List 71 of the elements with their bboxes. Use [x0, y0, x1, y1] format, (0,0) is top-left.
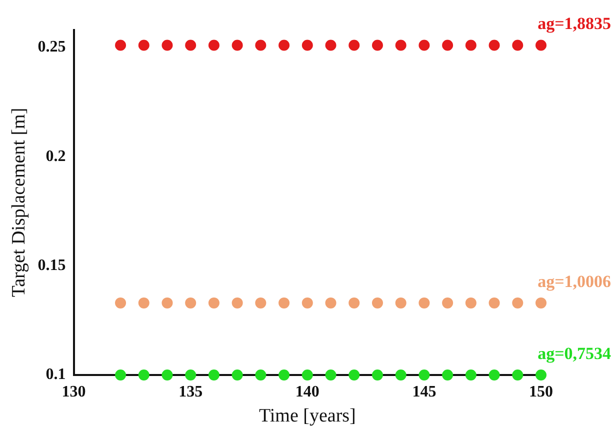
x-tick-label: 145: [412, 384, 436, 401]
point: [232, 370, 243, 380]
point: [325, 40, 336, 51]
point: [255, 370, 266, 380]
point: [512, 370, 524, 380]
x-tick-label: 150: [529, 384, 553, 401]
y-axis-title: Target Displacement [m]: [8, 108, 30, 298]
point: [255, 297, 266, 308]
series-label: ag=0,7534: [538, 344, 612, 363]
point: [536, 40, 546, 51]
point: [488, 370, 500, 380]
point: [302, 297, 313, 308]
point: [208, 297, 220, 308]
point: [395, 370, 406, 380]
point: [442, 370, 454, 380]
point: [372, 370, 383, 380]
point: [325, 370, 336, 380]
point: [512, 40, 524, 51]
point: [162, 40, 173, 51]
point: [372, 297, 383, 308]
point: [302, 40, 313, 51]
point: [325, 297, 336, 308]
point: [536, 297, 546, 308]
point: [372, 40, 383, 51]
point: [395, 297, 406, 308]
point: [442, 40, 454, 51]
point: [185, 40, 196, 51]
y-tick-label: 0.25: [38, 38, 66, 56]
point: [418, 370, 430, 380]
point: [488, 40, 500, 51]
point: [232, 297, 243, 308]
point: [348, 297, 360, 308]
point: [278, 40, 290, 51]
point: [185, 297, 196, 308]
point: [278, 370, 290, 380]
point: [162, 297, 173, 308]
point: [185, 370, 196, 380]
point: [418, 297, 430, 308]
point: [278, 297, 290, 308]
point: [115, 297, 126, 308]
point: [488, 297, 500, 308]
point: [162, 370, 173, 380]
point: [465, 297, 476, 308]
point: [255, 40, 266, 51]
y-tick-label: 0.1: [46, 366, 66, 384]
point: [465, 370, 476, 380]
point: [115, 370, 126, 380]
series-label: ag=1,0006: [538, 272, 611, 291]
point: [536, 370, 546, 380]
point: [138, 370, 150, 380]
point: [208, 370, 220, 380]
point: [208, 40, 220, 51]
point: [302, 370, 313, 380]
point: [232, 40, 243, 51]
y-tick-label: 0.15: [38, 256, 66, 274]
point: [512, 297, 524, 308]
point: [348, 40, 360, 51]
point: [442, 297, 454, 308]
x-tick-label: 130: [62, 384, 86, 401]
x-tick-label: 135: [178, 384, 203, 401]
x-axis-title: Time [years]: [258, 406, 356, 427]
point: [138, 297, 150, 308]
y-tick-label: 0.2: [46, 148, 66, 165]
point: [465, 40, 476, 51]
point: [395, 40, 406, 51]
point: [138, 40, 150, 51]
series-label: ag=1,8835: [538, 14, 611, 34]
point: [115, 40, 126, 51]
x-tick-label: 140: [295, 384, 320, 401]
point: [418, 40, 430, 51]
point: [348, 370, 360, 380]
